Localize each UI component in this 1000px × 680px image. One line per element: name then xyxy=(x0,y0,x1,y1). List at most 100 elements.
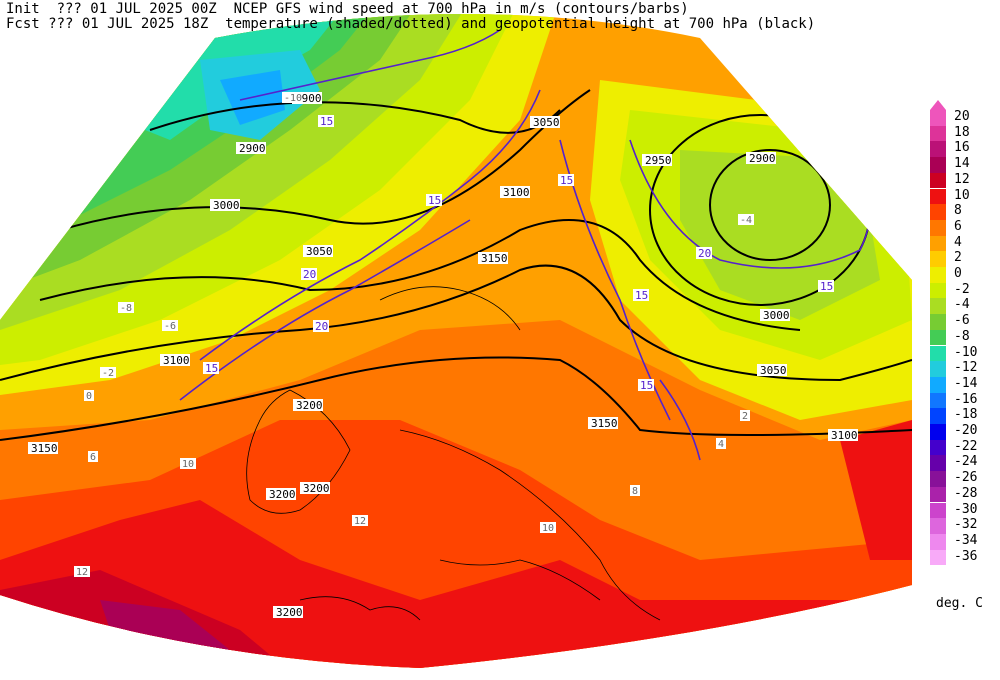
svg-text:2900: 2900 xyxy=(239,142,266,155)
colorbar-swatch xyxy=(930,361,946,377)
wind-label: 15 xyxy=(203,362,219,375)
colorbar-label: 14 xyxy=(954,156,970,172)
colorbar-label: -26 xyxy=(954,470,978,486)
temp-label: 12 xyxy=(352,515,368,527)
wind-label: 15 xyxy=(426,194,442,207)
colorbar-swatch xyxy=(930,298,946,315)
svg-text:15: 15 xyxy=(205,362,218,375)
colorbar-swatch xyxy=(930,219,946,236)
svg-text:3200: 3200 xyxy=(276,606,303,619)
height-label: 3150 xyxy=(588,417,618,430)
colorbar-swatch xyxy=(930,424,946,440)
wind-label: 15 xyxy=(558,174,574,187)
colorbar-label: 6 xyxy=(954,218,962,234)
colorbar-label: -24 xyxy=(954,454,978,470)
temp-label: -10 xyxy=(282,92,302,104)
colorbar-swatch xyxy=(930,314,946,330)
colorbar-label: -32 xyxy=(954,517,978,533)
colorbar-swatch xyxy=(930,549,946,566)
temp-label: -8 xyxy=(118,302,134,314)
colorbar-label: 16 xyxy=(954,140,970,156)
colorbar-swatch xyxy=(930,125,946,142)
height-label: 3000 xyxy=(760,309,790,322)
colorbar-label: -34 xyxy=(954,532,978,548)
colorbar-swatch xyxy=(930,141,946,158)
colorbar-swatch xyxy=(930,439,946,456)
wind-label: 15 xyxy=(638,379,654,392)
height-label: 3200 xyxy=(300,482,330,495)
height-label: 3150 xyxy=(28,442,58,455)
temp-label: -4 xyxy=(738,214,754,226)
colorbar-swatch xyxy=(930,345,946,362)
svg-text:15: 15 xyxy=(635,289,648,302)
colorbar-label: 20 xyxy=(954,109,970,124)
height-label: 3150 xyxy=(478,252,508,265)
height-label: 3050 xyxy=(303,245,333,258)
colorbar-label: 12 xyxy=(954,171,970,187)
colorbar-swatch xyxy=(930,188,946,205)
height-label: 3200 xyxy=(266,488,296,501)
height-label: 3200 xyxy=(273,606,303,619)
colorbar-swatch xyxy=(930,533,946,550)
temp-label: 10 xyxy=(180,458,196,470)
colorbar-label: -22 xyxy=(954,438,978,454)
svg-text:12: 12 xyxy=(76,567,88,578)
colorbar-label: -30 xyxy=(954,501,978,517)
svg-text:15: 15 xyxy=(320,115,333,128)
temp-label: 10 xyxy=(540,522,556,534)
height-label: 3100 xyxy=(160,354,190,367)
header-init-line: Init ??? 01 JUL 2025 00Z NCEP GFS wind s… xyxy=(6,1,689,17)
svg-text:3000: 3000 xyxy=(213,199,240,212)
height-label: 3100 xyxy=(828,429,858,442)
svg-text:4: 4 xyxy=(718,439,724,450)
colorbar-swatch xyxy=(930,471,946,487)
colorbar-label: -28 xyxy=(954,485,978,501)
svg-text:20: 20 xyxy=(315,320,328,333)
colorbar-label: -16 xyxy=(954,391,978,407)
colorbar-swatch xyxy=(930,267,946,283)
colorbar-label: -4 xyxy=(954,297,970,313)
svg-text:3100: 3100 xyxy=(163,354,190,367)
svg-text:3150: 3150 xyxy=(591,417,618,430)
temp-label: -2 xyxy=(100,367,116,379)
svg-text:3050: 3050 xyxy=(533,116,560,129)
colorbar-swatch xyxy=(930,110,946,126)
colorbar-swatch xyxy=(930,408,946,424)
colorbar-swatch xyxy=(930,204,946,220)
svg-text:2950: 2950 xyxy=(645,154,672,167)
height-label: 3000 xyxy=(210,199,240,212)
colorbar-units: deg. C xyxy=(936,596,983,611)
colorbar-swatch xyxy=(930,502,946,519)
svg-text:-10: -10 xyxy=(284,93,302,104)
colorbar-label: -2 xyxy=(954,281,970,297)
colorbar-swatch xyxy=(930,376,946,393)
temp-label: 6 xyxy=(88,451,98,463)
svg-text:15: 15 xyxy=(428,194,441,207)
svg-text:20: 20 xyxy=(303,268,316,281)
temp-label: 0 xyxy=(84,390,94,402)
svg-text:3150: 3150 xyxy=(31,442,58,455)
wind-label: 20 xyxy=(313,320,329,333)
colorbar-swatch xyxy=(930,251,946,267)
temp-label: 4 xyxy=(716,438,726,450)
height-label: 3050 xyxy=(757,364,787,377)
svg-text:8: 8 xyxy=(632,486,638,497)
svg-text:2900: 2900 xyxy=(749,152,776,165)
wind-label: 15 xyxy=(818,280,834,293)
svg-text:3100: 3100 xyxy=(503,186,530,199)
height-label: 3100 xyxy=(500,186,530,199)
coastlines xyxy=(246,286,661,621)
svg-text:3050: 3050 xyxy=(760,364,787,377)
svg-text:3100: 3100 xyxy=(831,429,858,442)
colorbar-label: 0 xyxy=(954,266,962,281)
svg-text:3000: 3000 xyxy=(763,309,790,322)
height-label: 3200 xyxy=(293,399,323,412)
svg-text:3050: 3050 xyxy=(306,245,333,258)
wind-label: 20 xyxy=(301,268,317,281)
colorbar-label: 4 xyxy=(954,234,962,250)
colorbar-label: -8 xyxy=(954,328,970,344)
colorbar-label: -36 xyxy=(954,548,978,564)
colorbar-swatch xyxy=(930,392,946,409)
colorbar-swatch xyxy=(930,455,946,472)
colorbar-label: 10 xyxy=(954,187,970,203)
